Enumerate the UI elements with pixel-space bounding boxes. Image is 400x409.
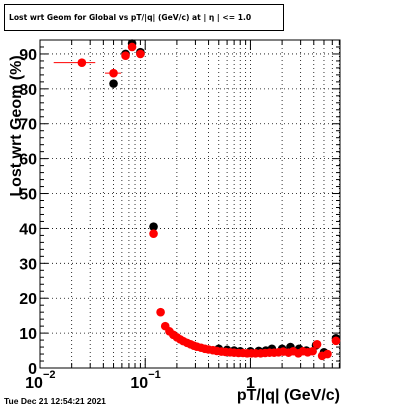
- y-tick-label: 0: [28, 361, 37, 378]
- data-point-red: [121, 51, 130, 61]
- data-point-red: [323, 349, 332, 359]
- data-point-black: [109, 79, 118, 88]
- data-point-red: [156, 307, 165, 317]
- grid: [40, 40, 340, 368]
- y-tick-label: 80: [19, 82, 37, 99]
- y-tick-label: 60: [19, 152, 37, 169]
- data-point-red: [109, 68, 118, 78]
- data-points: [53, 39, 341, 361]
- x-tick-label: 10: [130, 375, 148, 392]
- data-point-red: [312, 339, 322, 349]
- x-tick-exponent: −2: [43, 369, 56, 381]
- y-tick-label: 30: [19, 256, 37, 273]
- data-point-red: [149, 229, 158, 238]
- y-tick-label: 40: [19, 221, 37, 238]
- data-point-red: [331, 336, 341, 346]
- data-point-red: [308, 346, 317, 356]
- data-point-red: [77, 58, 87, 67]
- chart-title: Lost wrt Geom for Global vs pT/|q| (GeV/…: [4, 4, 284, 31]
- x-tick-label: 1: [246, 375, 255, 392]
- timestamp-footer: Tue Dec 21 12:54:21 2021: [4, 396, 106, 406]
- y-tick-label: 70: [19, 117, 37, 134]
- x-axis-label: pT/|q| (GeV/c): [237, 387, 340, 404]
- data-point-black: [149, 222, 158, 231]
- data-point-red: [127, 42, 137, 52]
- plot-frame: [39, 39, 341, 369]
- y-tick-label: 10: [19, 326, 37, 343]
- x-tick-label: 10: [25, 375, 43, 392]
- y-tick-label: 50: [19, 187, 37, 204]
- x-tick-exponent: −1: [148, 369, 161, 381]
- y-tick-label: 90: [19, 47, 37, 64]
- y-tick-label: 20: [19, 291, 37, 308]
- y-axis-label: Lost wrt Geom (%): [8, 55, 25, 196]
- data-point-red: [136, 49, 145, 59]
